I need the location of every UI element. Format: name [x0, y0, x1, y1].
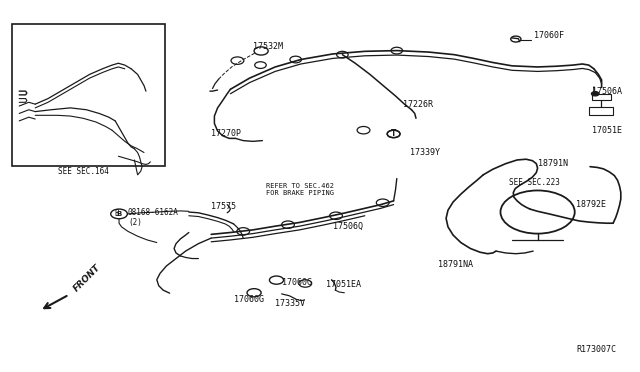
Text: 17575: 17575: [211, 202, 236, 211]
Text: 17060G: 17060G: [234, 295, 264, 304]
Text: B: B: [115, 209, 120, 218]
Text: 17335V: 17335V: [275, 299, 305, 308]
Text: B: B: [116, 211, 122, 217]
FancyBboxPatch shape: [12, 24, 165, 166]
Text: 17506Q: 17506Q: [333, 222, 363, 231]
Text: 17506A: 17506A: [592, 87, 622, 96]
Text: 17270P: 17270P: [211, 129, 241, 138]
Text: 18792E: 18792E: [576, 200, 606, 209]
Text: T: T: [391, 129, 396, 138]
Text: 17051EA: 17051EA: [326, 280, 362, 289]
Text: R173007C: R173007C: [576, 345, 616, 354]
Text: SEE SEC.164: SEE SEC.164: [58, 167, 109, 176]
Circle shape: [591, 92, 599, 96]
Text: FRONT: FRONT: [72, 263, 102, 293]
Text: 18791N: 18791N: [538, 159, 568, 168]
Text: 17532M: 17532M: [253, 42, 283, 51]
Text: 17060G: 17060G: [282, 278, 312, 287]
Text: SEE SEC.223: SEE SEC.223: [509, 178, 559, 187]
Text: 17339Y: 17339Y: [410, 148, 440, 157]
Text: 17226R: 17226R: [403, 100, 433, 109]
Bar: [589, 107, 613, 115]
Text: 18791NA: 18791NA: [438, 260, 474, 269]
Text: 08168-6162A
(2): 08168-6162A (2): [128, 208, 179, 227]
Text: REFER TO SEC.462
FOR BRAKE PIPING: REFER TO SEC.462 FOR BRAKE PIPING: [266, 183, 333, 196]
Bar: [592, 94, 611, 100]
Text: 17060F: 17060F: [534, 31, 564, 40]
Text: 17051E: 17051E: [592, 126, 622, 135]
